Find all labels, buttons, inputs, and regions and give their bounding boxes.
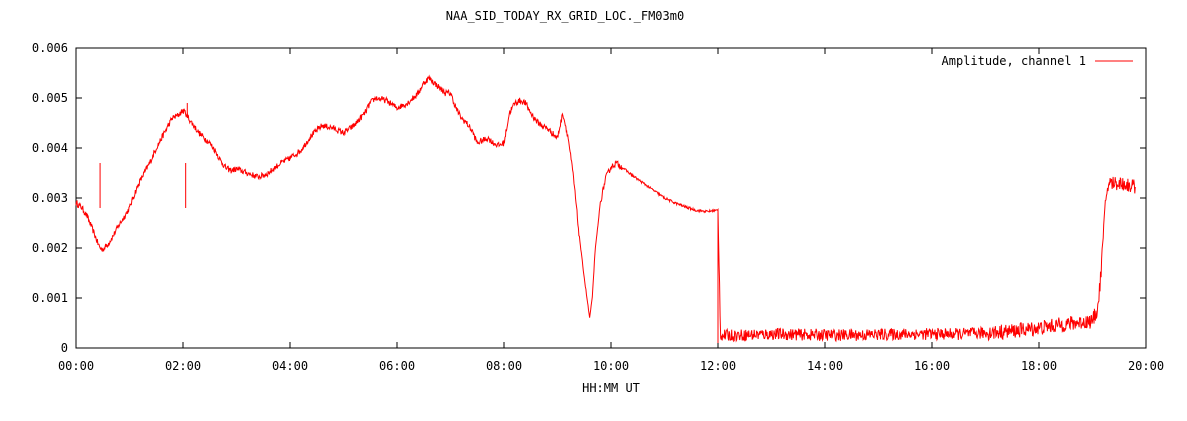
y-tick-label: 0.005: [32, 91, 68, 105]
x-tick-label: 00:00: [58, 359, 94, 373]
chart-title: NAA_SID_TODAY_RX_GRID_LOC._FM03m0: [446, 9, 684, 23]
y-axis: 0 0.001 0.002 0.003 0.004 0.005 0.006: [32, 41, 1146, 355]
x-axis: 00:00 02:00 04:00 06:00 08:00 10:00 12:00 14:00…: [58, 48, 1164, 373]
x-tick-label: 08:00: [486, 359, 522, 373]
legend: Amplitude, channel 1: [942, 54, 1133, 68]
series-line-0: [75, 74, 1136, 343]
x-tick-label: 18:00: [1021, 359, 1057, 373]
x-tick-label: 12:00: [700, 359, 736, 373]
x-tick-label: 20:00: [1128, 359, 1164, 373]
y-tick-label: 0.006: [32, 41, 68, 55]
y-tick-label: 0.002: [32, 241, 68, 255]
y-tick-label: 0.001: [32, 291, 68, 305]
x-axis-label: HH:MM UT: [582, 381, 640, 395]
y-tick-label: 0: [61, 341, 68, 355]
legend-label: Amplitude, channel 1: [942, 54, 1087, 68]
series-layer: [75, 74, 1136, 343]
x-tick-label: 06:00: [379, 359, 415, 373]
x-tick-label: 02:00: [165, 359, 201, 373]
x-tick-label: 14:00: [807, 359, 843, 373]
y-tick-label: 0.003: [32, 191, 68, 205]
y-tick-label: 0.004: [32, 141, 68, 155]
plot-frame: [75, 47, 1147, 349]
x-tick-label: 04:00: [272, 359, 308, 373]
x-tick-label: 10:00: [593, 359, 629, 373]
x-tick-label: 16:00: [914, 359, 950, 373]
